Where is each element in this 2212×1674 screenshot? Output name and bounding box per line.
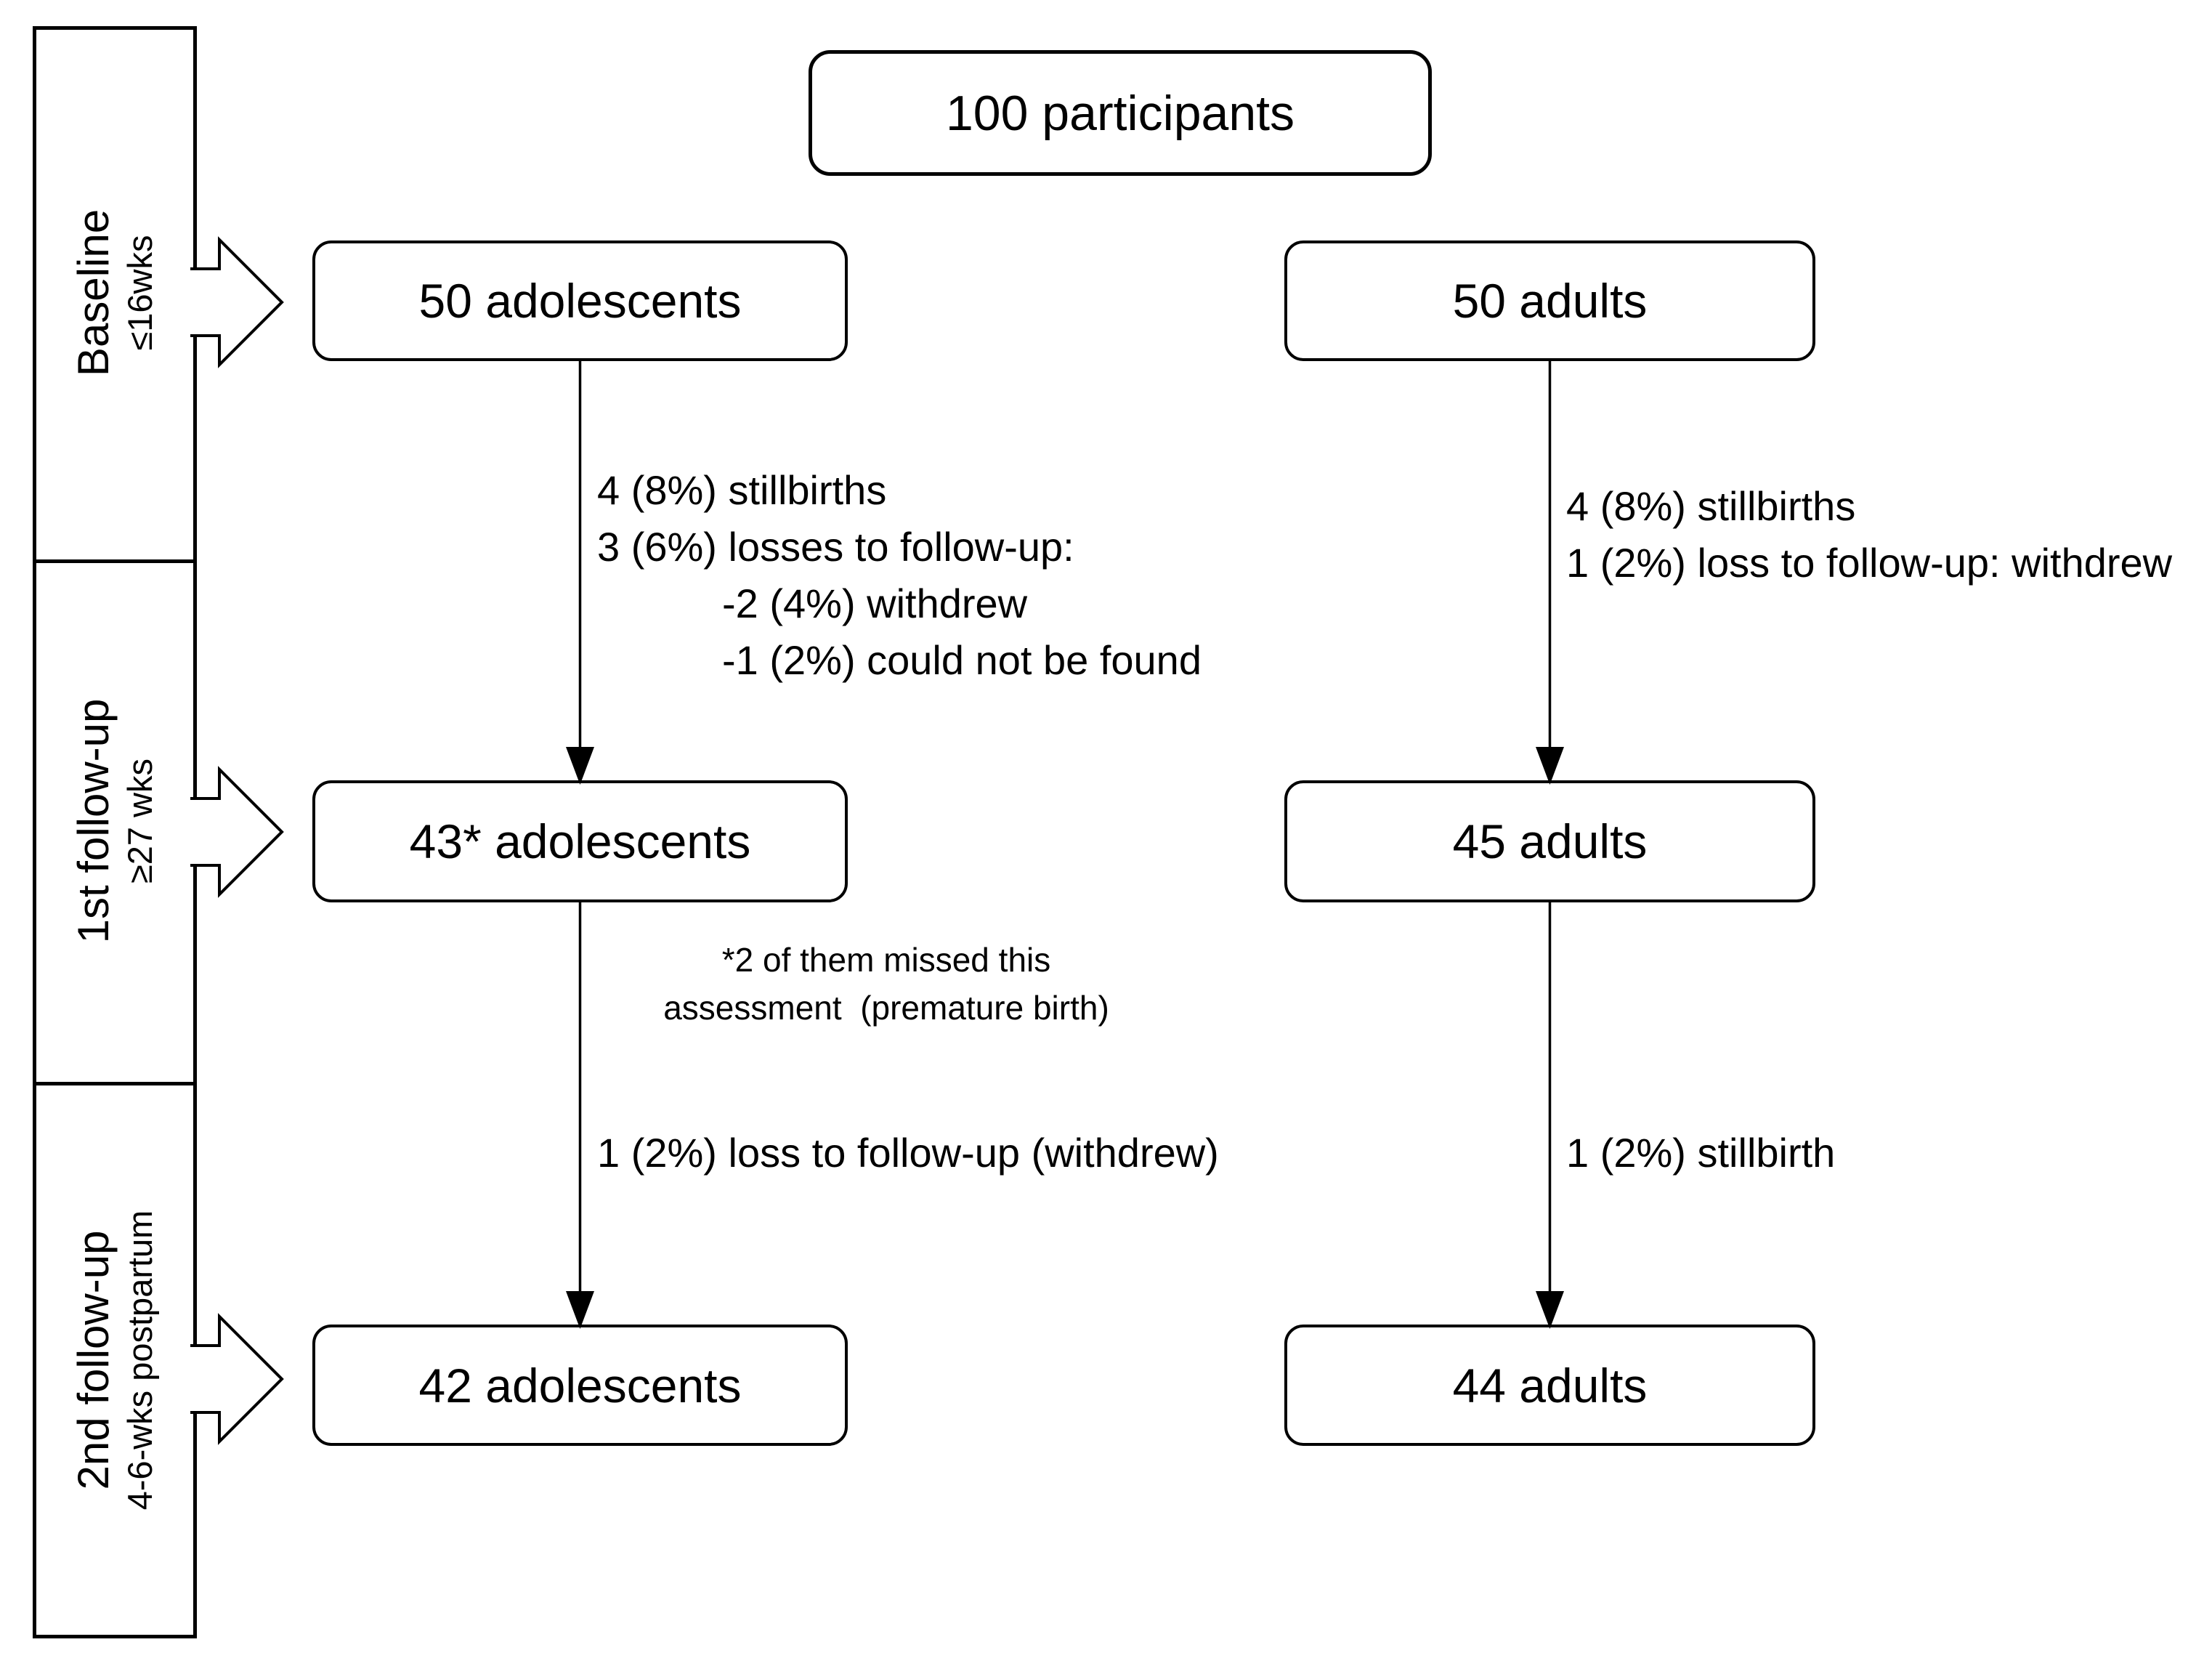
adults-followup1-loss-annotation: 1 (2%) stillbirth [1566,1125,1835,1181]
stage-arrow-baseline-icon [188,236,284,368]
adolescents-followup1-box: 43* adolescents [312,780,848,902]
adolescents-baseline-loss-annotation: 4 (8%) stillbirths 3 (6%) losses to foll… [597,462,1202,689]
adolescents-followup1-loss-annotation: 1 (2%) loss to follow-up (withdrew) [597,1125,1219,1181]
annotation-line: 1 (2%) stillbirth [1566,1130,1836,1176]
adults-baseline-box: 50 adults [1284,240,1815,361]
total-participants-box: 100 participants [809,50,1432,176]
adolescents-followup2-box: 42 adolescents [312,1325,848,1446]
annotation-line: 1 (2%) loss to follow-up: withdrew [1566,540,2173,586]
annotation-line: 4 (8%) stillbirths [1566,483,1856,529]
annotation-line: -2 (4%) withdrew [722,581,1028,626]
footnote-line: assessment (premature birth) [663,989,1109,1027]
stage-arrow-first-followup-icon [188,766,284,898]
stage-sidebar [33,26,197,1638]
annotation-line: 3 (6%) losses to follow-up: [597,524,1074,570]
arrowhead-down-icon [566,1291,594,1329]
annotation-line: -1 (2%) could not be found [722,637,1202,683]
arrowhead-down-icon [1536,1291,1564,1329]
adults-followup1-box: 45 adults [1284,780,1815,902]
arrowhead-down-icon [1536,747,1564,785]
footnote-line: *2 of them missed this [721,941,1051,979]
stage-arrow-second-followup-icon [188,1313,284,1445]
annotation-line: 1 (2%) loss to follow-up (withdrew) [597,1130,1219,1176]
stage-divider [33,1082,197,1085]
adolescents-followup1-footnote: *2 of them missed this assessment (prema… [654,936,1119,1032]
adults-baseline-loss-annotation: 4 (8%) stillbirths 1 (2%) loss to follow… [1566,478,2172,591]
stage-divider [33,559,197,563]
arrowhead-down-icon [566,747,594,785]
annotation-line: 4 (8%) stillbirths [597,467,887,513]
